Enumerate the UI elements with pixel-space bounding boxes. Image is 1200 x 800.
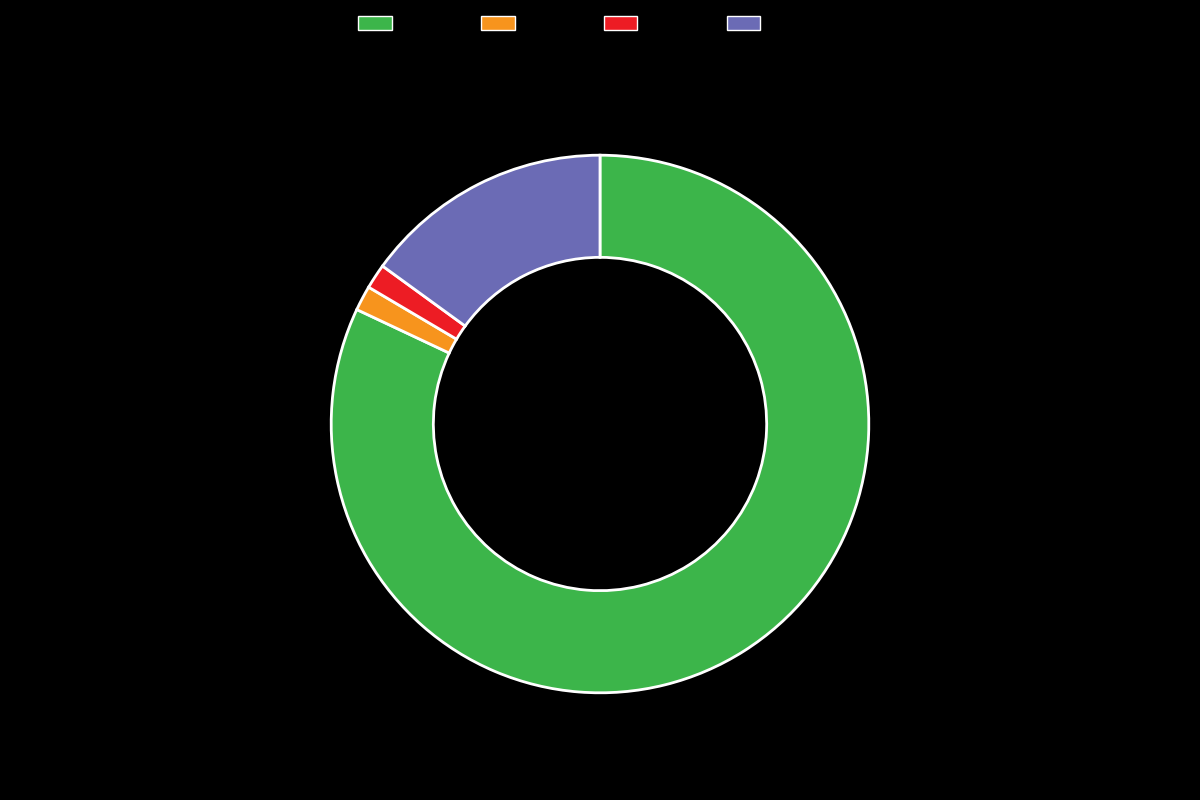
Wedge shape	[368, 266, 466, 339]
Wedge shape	[383, 155, 600, 326]
Wedge shape	[356, 287, 456, 353]
Legend: 5 Stars, 4 Stars, 3 Stars, 1-2 Stars: 5 Stars, 4 Stars, 3 Stars, 1-2 Stars	[354, 12, 846, 36]
Wedge shape	[331, 155, 869, 693]
